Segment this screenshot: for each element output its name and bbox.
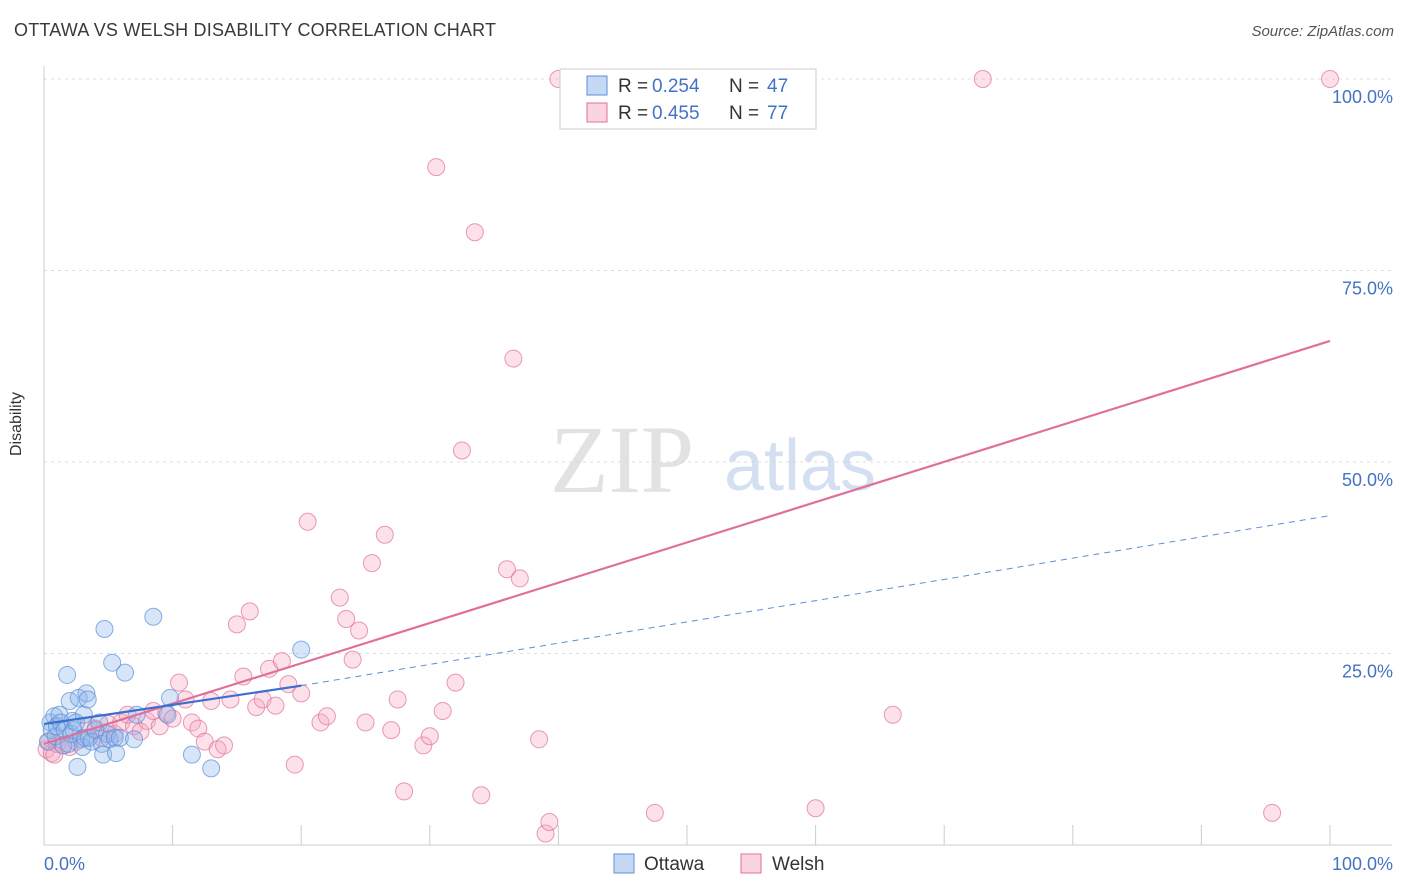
trend-lines: [43, 339, 1331, 745]
legend-ottawa-r-value: 0.254: [652, 76, 700, 97]
welsh-point-52: [388, 690, 407, 709]
legend-welsh-r-value: 0.455: [652, 103, 700, 124]
welsh-point-64: [510, 569, 529, 588]
welsh-point-66: [536, 824, 555, 843]
ottawa-point-46: [292, 640, 311, 659]
ottawa-point-34: [103, 653, 122, 672]
ottawa-point-42: [158, 705, 177, 724]
welsh-point-21: [170, 673, 189, 692]
welsh-point-55: [420, 727, 439, 746]
x-tick-label-100: 100.0%: [1332, 854, 1393, 874]
y-tick-label-25: 25.0%: [1342, 662, 1393, 682]
welsh-point-72: [883, 705, 902, 724]
legend-swatch-ottawa: [586, 75, 608, 96]
welsh-point-75: [1321, 70, 1339, 88]
welsh-point-40: [292, 684, 311, 703]
welsh-point-65: [530, 730, 549, 749]
ottawa-point-39: [125, 730, 144, 749]
welsh-point-32: [240, 602, 259, 621]
legend-ottawa-n-value: 47: [767, 76, 788, 97]
ottawa-point-45: [202, 759, 221, 778]
ottawa-point-23: [77, 684, 96, 703]
welsh-point-61: [472, 786, 491, 805]
ottawa-point-36: [107, 744, 126, 763]
bottom-legend-ottawa: Ottawa: [644, 854, 705, 875]
welsh-point-46: [343, 650, 362, 669]
ottawa-point-31: [95, 619, 114, 638]
watermark: ZIP atlas: [550, 406, 876, 513]
welsh-point-60: [465, 223, 484, 242]
welsh-point-47: [350, 621, 369, 640]
axes: [43, 66, 1392, 846]
welsh-point-57: [433, 701, 452, 720]
welsh-point-33: [247, 698, 266, 717]
welsh-point-29: [221, 690, 240, 709]
legend-welsh-r-label: R =: [618, 103, 648, 124]
welsh-point-51: [382, 721, 401, 740]
welsh-point-58: [446, 673, 465, 692]
ottawa-point-35: [105, 728, 124, 747]
welsh-point-67: [540, 813, 559, 832]
welsh-point-24: [189, 719, 208, 738]
bottom-legend-swatch-ottawa: [613, 853, 635, 874]
welsh-point-76: [45, 745, 64, 764]
watermark-zip: ZIP: [550, 406, 694, 513]
tick-labels: 25.0% 50.0% 75.0% 100.0% 0.0% 100.0%: [44, 87, 1393, 874]
welsh-point-59: [452, 441, 471, 460]
welsh-point-41: [298, 512, 317, 531]
ottawa-point-37: [110, 728, 129, 747]
bottom-legend-swatch-welsh: [740, 853, 762, 874]
chart-title: OTTAWA VS WELSH DISABILITY CORRELATION C…: [14, 20, 497, 40]
ottawa-point-17: [68, 757, 87, 776]
welsh-point-43: [317, 707, 336, 726]
bottom-legend-welsh: Welsh: [772, 854, 824, 875]
source-credit: Source: ZipAtlas.com: [1251, 23, 1394, 40]
grid-lines: [44, 78, 1392, 654]
welsh-point-56: [427, 158, 446, 177]
ottawa-point-38: [116, 663, 135, 682]
welsh-point-45: [337, 610, 356, 629]
welsh-point-49: [362, 554, 381, 573]
welsh-point-39: [285, 755, 304, 774]
welsh-point-74: [1263, 803, 1282, 822]
ottawa-trend-extension: [301, 515, 1331, 687]
legend-welsh-n-label: N =: [729, 103, 759, 124]
welsh-point-28: [215, 736, 234, 755]
welsh-point-62: [497, 560, 516, 579]
legend-swatch-welsh: [586, 102, 608, 123]
welsh-point-69: [645, 803, 664, 822]
welsh-point-71: [806, 799, 825, 818]
legend-welsh-n-value: 77: [767, 103, 788, 124]
bottom-legend: Ottawa Welsh: [613, 853, 824, 875]
welsh-trend-line: [43, 339, 1331, 745]
legend-ottawa-n-label: N =: [729, 76, 759, 97]
welsh-point-36: [266, 696, 285, 715]
ottawa-point-44: [182, 745, 201, 764]
welsh-point-53: [395, 782, 414, 801]
legend: R = 0.254 N = 47 R = 0.455 N = 77: [559, 68, 817, 130]
ottawa-trend-line: [43, 684, 302, 726]
ottawa-point-41: [144, 607, 163, 626]
y-tick-label-100: 100.0%: [1332, 87, 1393, 107]
welsh-point-73: [973, 70, 992, 88]
ottawa-point-24: [78, 690, 97, 709]
welsh-point-15: [131, 722, 150, 741]
welsh-point-54: [414, 736, 433, 755]
welsh-point-50: [375, 525, 394, 544]
welsh-point-63: [504, 349, 523, 368]
welsh-points: [37, 70, 1339, 843]
watermark-atlas: atlas: [724, 426, 876, 506]
legend-ottawa-r-label: R =: [618, 76, 648, 97]
welsh-point-30: [227, 615, 246, 634]
y-tick-label-50: 50.0%: [1342, 470, 1393, 490]
welsh-point-44: [330, 588, 349, 607]
ottawa-point-21: [74, 705, 93, 724]
ottawa-point-30: [94, 745, 113, 764]
x-tick-label-0: 0.0%: [44, 854, 85, 874]
welsh-point-48: [356, 713, 375, 732]
y-tick-label-75: 75.0%: [1342, 279, 1393, 299]
ottawa-points: [38, 607, 311, 778]
ottawa-point-10: [58, 665, 77, 684]
